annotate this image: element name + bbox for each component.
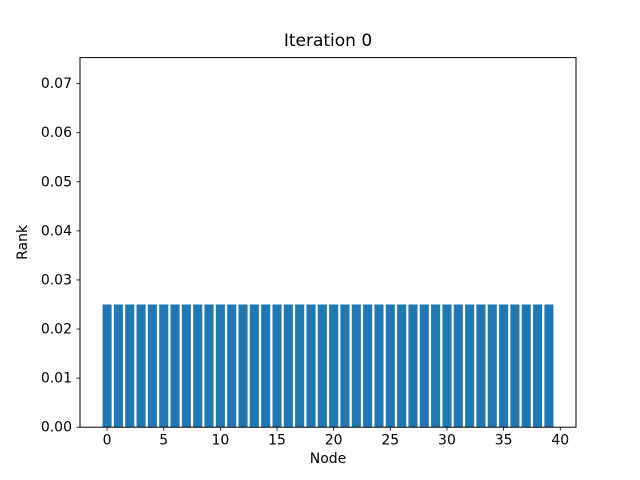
y-tick-label: 0.05 xyxy=(41,174,72,190)
bar xyxy=(521,304,531,428)
bar xyxy=(363,304,373,428)
bar xyxy=(215,304,225,428)
x-tick-label: 5 xyxy=(159,433,168,449)
bar xyxy=(170,304,180,428)
x-tick-label: 15 xyxy=(268,433,286,449)
axes-frame-group xyxy=(79,57,577,428)
x-tick-label: 40 xyxy=(551,433,569,449)
y-axis-label: Rank xyxy=(15,224,31,260)
bar xyxy=(238,304,248,428)
bar xyxy=(385,304,395,428)
x-tick-label: 10 xyxy=(211,433,229,449)
bar xyxy=(408,304,418,428)
bar xyxy=(442,304,452,428)
bar xyxy=(306,304,316,428)
bar xyxy=(397,304,407,428)
y-tick-label: 0.07 xyxy=(41,76,72,92)
bar xyxy=(510,304,520,428)
chart-title: Iteration 0 xyxy=(284,31,372,51)
bar xyxy=(317,304,327,428)
bar xyxy=(193,304,203,428)
y-tick-label: 0.06 xyxy=(41,125,72,141)
bar xyxy=(147,304,157,428)
bar xyxy=(283,304,293,428)
axes-frame xyxy=(79,57,577,428)
y-tick-label: 0.03 xyxy=(41,272,72,288)
bar xyxy=(431,304,441,428)
bar xyxy=(340,304,350,428)
bar xyxy=(102,304,112,428)
x-tick-label: 20 xyxy=(325,433,343,449)
bar xyxy=(249,304,259,428)
x-tick-label: 35 xyxy=(495,433,513,449)
bar xyxy=(476,304,486,428)
bar xyxy=(374,304,384,428)
bar xyxy=(533,304,543,428)
bar xyxy=(125,304,135,428)
y-tick-label: 0.01 xyxy=(41,371,72,387)
bar xyxy=(465,304,475,428)
bars-group xyxy=(102,304,554,428)
bar xyxy=(419,304,429,428)
bar xyxy=(351,304,361,428)
bar xyxy=(329,304,339,428)
bar xyxy=(272,304,282,428)
y-tick-label: 0.04 xyxy=(41,223,72,239)
y-tick-label: 0.00 xyxy=(41,420,72,436)
bar xyxy=(544,304,554,428)
ticks-group: 0 5 10 15 20 25 30 35 40 0.00 0.01 0.02 0.03 0.04 0.05… xyxy=(41,76,569,449)
x-tick-label: 0 xyxy=(103,433,112,449)
bar xyxy=(113,304,123,428)
x-tick-label: 25 xyxy=(381,433,399,449)
x-axis-label: Node xyxy=(310,451,347,467)
bar xyxy=(487,304,497,428)
bar xyxy=(295,304,305,428)
bar xyxy=(159,304,169,428)
bar xyxy=(204,304,214,428)
x-tick-label: 30 xyxy=(438,433,456,449)
bar xyxy=(136,304,146,428)
y-tick-label: 0.02 xyxy=(41,322,72,338)
bar xyxy=(261,304,271,428)
bar xyxy=(227,304,237,428)
bar xyxy=(181,304,191,428)
bar xyxy=(453,304,463,428)
bar xyxy=(499,304,509,428)
